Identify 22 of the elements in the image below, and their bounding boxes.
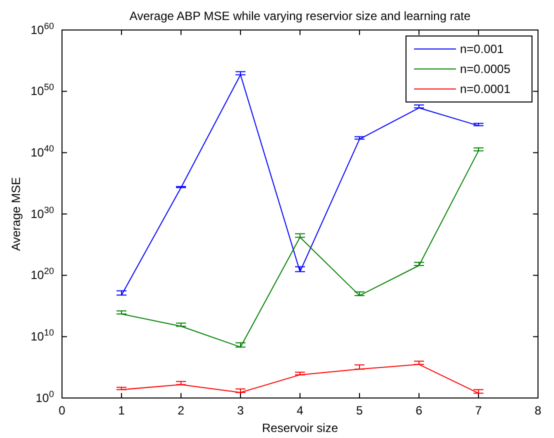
legend-label: n=0.001 bbox=[460, 42, 504, 56]
y-tick-label: 10$^{0}$ bbox=[36, 388, 54, 405]
y-tick-label: 10$^{40}$ bbox=[30, 144, 54, 160]
y-tick-label: 10$^{60}$ bbox=[30, 20, 54, 37]
y-tick-label: 10$^{50}$ bbox=[30, 82, 54, 98]
x-tick-label: 4 bbox=[296, 404, 304, 418]
legend-label: n=0.0005 bbox=[460, 62, 511, 76]
x-tick-label: 3 bbox=[237, 404, 244, 418]
x-axis-title: Reservoir size bbox=[262, 421, 338, 435]
y-tick-label: 10$^{30}$ bbox=[30, 204, 54, 221]
x-tick-label: 6 bbox=[416, 404, 423, 418]
y-tick-label: 10$^{10}$ bbox=[30, 328, 54, 344]
x-tick-label: 7 bbox=[475, 404, 482, 418]
legend-label: n=0.0001 bbox=[460, 82, 511, 96]
x-tick-label: 0 bbox=[58, 404, 66, 418]
x-tick-label: 2 bbox=[178, 404, 185, 418]
y-axis-title: Average MSE bbox=[9, 177, 23, 251]
x-tick-label: 5 bbox=[356, 404, 364, 418]
x-tick-label: 1 bbox=[118, 404, 126, 418]
chart-title: Average ABP MSE while varying reservior size and learning rate bbox=[129, 9, 471, 23]
x-tick-label: 8 bbox=[534, 404, 542, 418]
y-tick-label: 10$^{20}$ bbox=[30, 266, 54, 282]
